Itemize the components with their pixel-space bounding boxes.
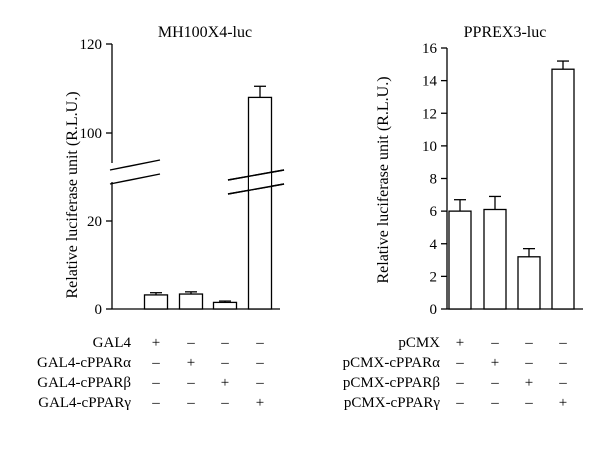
condition-sign-4-1: –	[455, 395, 464, 411]
bar-break-mark-1b	[227, 169, 285, 181]
condition-sign-1-2: –	[186, 335, 195, 351]
condition-sign-2-2: +	[491, 355, 499, 371]
y-tick-label-1: 0	[430, 302, 438, 318]
condition-sign-1-3: –	[220, 335, 229, 351]
bar-2	[483, 208, 507, 310]
y-tick-label-1: 120	[80, 37, 103, 53]
y-axis-label: Relative luciferase unit (R.L.U.)	[64, 91, 81, 298]
axis-break-mark-2	[109, 173, 161, 185]
y-tick-label-8: 14	[422, 74, 438, 90]
condition-sign-3-3: +	[221, 375, 229, 391]
y-tick-label-7: 12	[422, 106, 437, 122]
bar-4	[247, 96, 273, 310]
condition-sign-3-2: –	[490, 375, 499, 391]
condition-sign-4-3: –	[524, 395, 533, 411]
condition-label-2: GAL4-cPPARα	[37, 355, 131, 371]
axis-break-mark-1	[109, 159, 161, 171]
chart-title: PPREX3-luc	[464, 24, 547, 41]
condition-label-4: GAL4-cPPARγ	[38, 395, 131, 411]
condition-sign-3-3: +	[525, 375, 533, 391]
y-tick-label-4: 6	[430, 204, 438, 220]
y-tick-label-9: 16	[422, 41, 438, 57]
y-tick-label-3: 4	[430, 237, 438, 253]
condition-sign-4-2: –	[490, 395, 499, 411]
condition-sign-4-1: –	[151, 395, 160, 411]
bar-3	[517, 256, 541, 310]
bar-1	[448, 210, 472, 310]
y-tick-label-2: 100	[80, 126, 103, 142]
condition-label-2: pCMX-cPPARα	[343, 355, 440, 371]
condition-sign-4-4: +	[256, 395, 264, 411]
condition-sign-1-3: –	[524, 335, 533, 351]
condition-sign-3-1: –	[151, 375, 160, 391]
y-axis-label: Relative luciferase unit (R.L.U.)	[375, 76, 392, 283]
chart-title: MH100X4-luc	[158, 24, 252, 41]
chart-panel-pprex3: 0 2 4 6 8 10 12 14 16 PPREX3-luc Relative lucifera…	[343, 24, 583, 411]
condition-sign-4-4: +	[559, 395, 567, 411]
condition-sign-2-2: +	[187, 355, 195, 371]
condition-sign-2-4: –	[255, 355, 264, 371]
condition-sign-1-1: +	[152, 335, 160, 351]
bar-2	[178, 293, 204, 310]
y-tick-label-2: 2	[430, 269, 438, 285]
condition-sign-2-1: –	[151, 355, 160, 371]
bar-1	[143, 294, 169, 310]
condition-sign-4-3: –	[220, 395, 229, 411]
y-tick-label-4: 0	[95, 302, 103, 318]
bar-break-mark-2b	[227, 183, 285, 195]
condition-label-3: GAL4-cPPARβ	[37, 375, 131, 391]
y-tick-label-3: 20	[87, 214, 102, 230]
condition-label-4: pCMX-cPPARγ	[344, 395, 440, 411]
condition-sign-2-3: –	[524, 355, 533, 371]
y-tick-label-6: 10	[422, 139, 437, 155]
condition-sign-2-4: –	[558, 355, 567, 371]
bar-4	[551, 68, 575, 310]
condition-sign-4-2: –	[186, 395, 195, 411]
condition-sign-1-2: –	[490, 335, 499, 351]
chart-panel-mh100x4: 120 100 20 0 MH100X4-luc Relative luciferase …	[37, 24, 285, 411]
condition-sign-1-4: –	[255, 335, 264, 351]
y-tick-label-5: 8	[430, 172, 438, 188]
condition-label-1: pCMX	[398, 335, 440, 351]
condition-sign-2-3: –	[220, 355, 229, 371]
condition-sign-3-4: –	[255, 375, 264, 391]
condition-sign-3-1: –	[455, 375, 464, 391]
condition-sign-3-4: –	[558, 375, 567, 391]
condition-label-1: GAL4	[93, 335, 132, 351]
bar-3	[212, 301, 238, 310]
condition-sign-1-4: –	[558, 335, 567, 351]
condition-sign-3-2: –	[186, 375, 195, 391]
bar-break-gap	[249, 173, 271, 190]
condition-label-3: pCMX-cPPARβ	[343, 375, 440, 391]
condition-sign-2-1: –	[455, 355, 464, 371]
condition-sign-1-1: +	[456, 335, 464, 351]
